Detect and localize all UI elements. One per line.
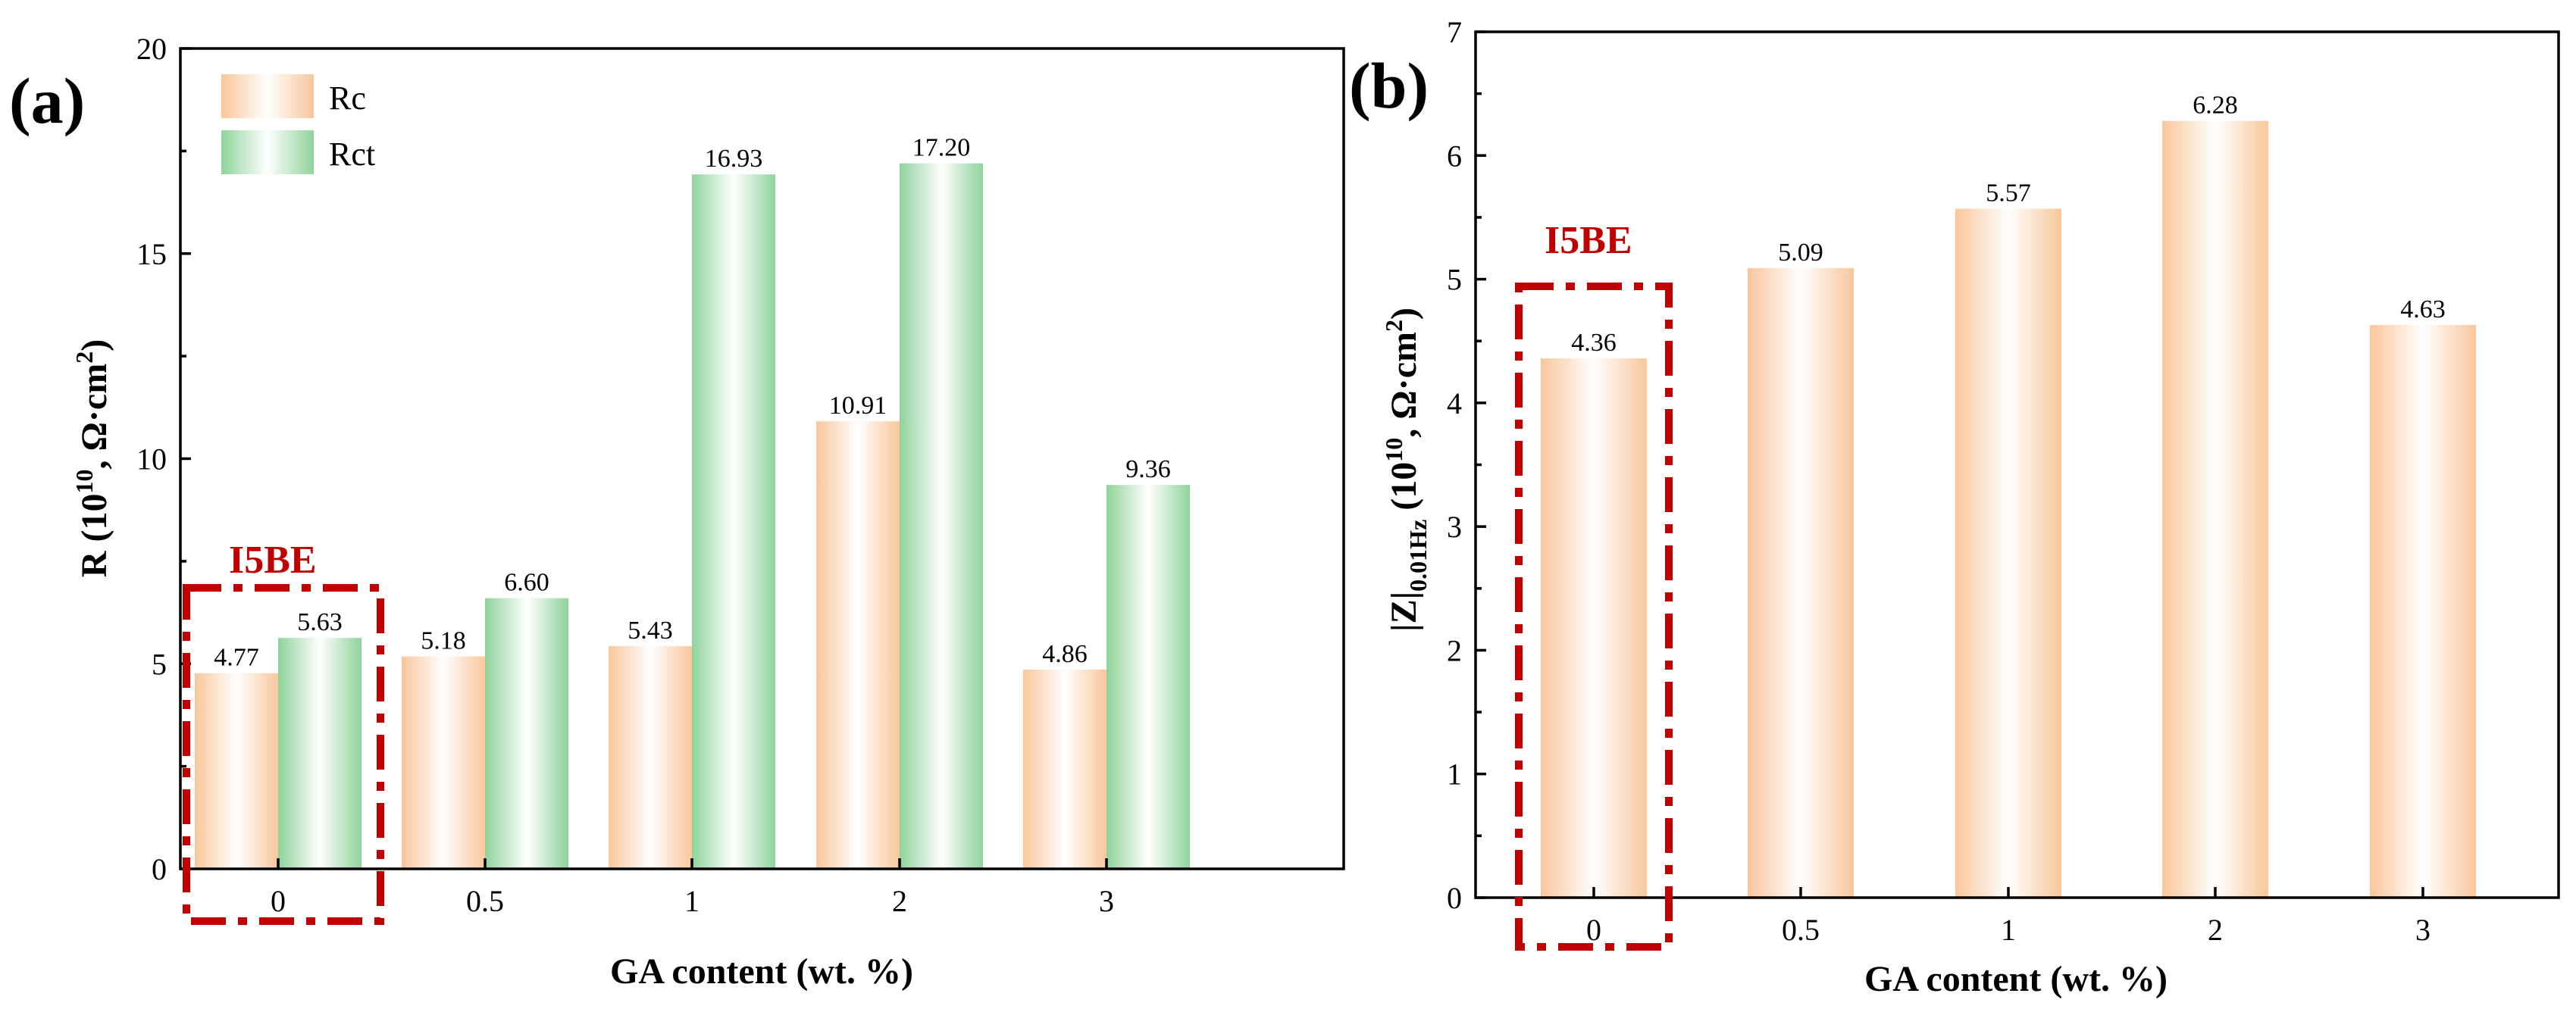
- y-tick-label-5: 5: [1447, 263, 1462, 297]
- panel-a-label: (a): [9, 64, 85, 137]
- bar-rct-2: [692, 174, 775, 870]
- y-tick-label-2: 10: [136, 442, 167, 476]
- panel-b-y-title-sub: 0.01Hz: [1404, 520, 1432, 592]
- y-tick-label-4: 20: [136, 32, 167, 66]
- panel-b-bars: [1541, 120, 2476, 898]
- bar-rc-1: [402, 656, 485, 869]
- panel-a-y-title-sup: 10: [70, 470, 98, 494]
- data-label-value-3: 6.28: [2193, 92, 2238, 120]
- bar-rct-0: [278, 638, 362, 869]
- bar-rc-3: [816, 421, 900, 869]
- x-tick-label-2: 1: [684, 884, 700, 918]
- panel-b-annotation-label: I5BE: [1545, 219, 1632, 262]
- panel-a-y-title-main: R (10: [74, 494, 114, 578]
- bar-value-0: [1541, 358, 1647, 898]
- panel-b-y-title-mid: , Ω·cm: [1384, 332, 1424, 438]
- x-tick-label-2: 1: [2001, 913, 2016, 947]
- panel-a-bars: [195, 163, 1190, 870]
- bar-value-1: [1748, 267, 1854, 898]
- data-label-rct-1: 6.60: [504, 569, 549, 597]
- panel-a-data-labels: 4.77 5.18 5.43 10.91 4.86 5.63 6.60 16.93 17.20 9…: [214, 134, 1171, 672]
- panel-a-annotation-label: I5BE: [229, 539, 317, 582]
- bar-rct-4: [1106, 485, 1190, 869]
- data-label-rct-3: 17.20: [912, 134, 971, 162]
- panel-a-y-ticks: 0 5 10 15 20: [136, 32, 191, 886]
- panel-a-y-title-end: ): [74, 339, 114, 351]
- data-label-rc-2: 5.43: [628, 617, 673, 645]
- bar-rct-1: [485, 598, 568, 869]
- x-tick-label-1: 0.5: [466, 884, 504, 918]
- panel-b-y-ticks: 0 1 2 3 4 5 6 7: [1447, 15, 1486, 915]
- panel-b-y-title-end: ): [1384, 308, 1424, 320]
- panel-b-plot-frame: [1474, 30, 2560, 899]
- panel-a-x-axis-title: GA content (wt. %): [610, 951, 913, 992]
- x-tick-label-0: 0: [271, 884, 286, 918]
- y-tick-label-3: 3: [1447, 510, 1462, 544]
- panel-b-y-title-sup2: 2: [1380, 320, 1407, 332]
- panel-b-annotation-box: [1515, 283, 1673, 951]
- panel-a-legend: Rc Rct: [221, 74, 375, 174]
- bar-value-3: [2162, 120, 2268, 898]
- y-tick-label-0: 0: [1447, 881, 1462, 915]
- bar-rc-0: [195, 673, 278, 869]
- bar-value-4: [2370, 324, 2476, 898]
- data-label-value-1: 5.09: [1778, 239, 1823, 267]
- panel-b-y-title-rest: (10: [1384, 462, 1424, 520]
- y-tick-label-6: 6: [1447, 139, 1462, 173]
- panel-b-y-axis-title: |Z|0.01Hz (1010, Ω·cm2): [1380, 308, 1432, 632]
- x-tick-label-4: 3: [1099, 884, 1114, 918]
- panel-a-y-title-mid: , Ω·cm: [74, 364, 114, 470]
- panel-b-data-labels: 4.36 5.09 5.57 6.28 4.63: [1571, 92, 2446, 358]
- legend-label-rct: Rct: [329, 136, 375, 173]
- panel-b-y-title-main: |Z|: [1384, 592, 1424, 632]
- x-tick-label-3: 2: [892, 884, 907, 918]
- panel-a-annotation-box: [183, 584, 384, 925]
- data-label-rct-0: 5.63: [297, 608, 343, 636]
- legend-swatch-rc: [221, 74, 314, 118]
- y-tick-label-1: 5: [152, 647, 167, 681]
- panel-a-x-ticks: 0 0.5 1 2 3: [271, 858, 1114, 918]
- x-tick-label-3: 2: [2208, 913, 2223, 947]
- bar-rc-2: [609, 645, 692, 869]
- bar-value-2: [1955, 208, 2061, 898]
- data-label-rc-3: 10.91: [829, 392, 887, 420]
- panel-a-plot-frame: [179, 47, 1345, 870]
- x-tick-label-0: 0: [1586, 913, 1601, 947]
- y-tick-label-2: 2: [1447, 633, 1462, 667]
- data-label-rc-1: 5.18: [421, 627, 466, 655]
- data-label-value-0: 4.36: [1571, 329, 1617, 357]
- data-label-rct-4: 9.36: [1125, 455, 1171, 483]
- x-tick-label-4: 3: [2415, 913, 2430, 947]
- legend-swatch-rct: [221, 130, 314, 174]
- data-label-rc-4: 4.86: [1042, 640, 1088, 668]
- panel-b: (b) 4.36 5.09 5.57 6.28 4.63 0 1 2 3 4 5 6 7 0 0.5 1 2…: [1349, 15, 2560, 999]
- bar-rct-3: [900, 163, 983, 869]
- y-tick-label-3: 15: [136, 237, 167, 271]
- panel-b-x-ticks: 0 0.5 1 2 3: [1586, 887, 2430, 947]
- bar-rc-4: [1023, 669, 1106, 869]
- panel-a-y-axis-title: R (1010, Ω·cm2): [70, 339, 114, 577]
- panel-b-x-axis-title: GA content (wt. %): [1864, 959, 2168, 999]
- data-label-rc-0: 4.77: [214, 644, 259, 672]
- y-tick-label-0: 0: [152, 852, 167, 886]
- panel-b-label: (b): [1349, 49, 1429, 122]
- y-tick-label-7: 7: [1447, 15, 1462, 49]
- data-label-value-4: 4.63: [2400, 295, 2446, 323]
- legend-label-rc: Rc: [329, 80, 366, 117]
- panel-a: (a) 4.77 5.18 5.43 10.91 4.86 5.63 6.60 16.93 17…: [9, 32, 1345, 992]
- x-tick-label-1: 0.5: [1782, 913, 1820, 947]
- y-tick-label-4: 4: [1447, 386, 1462, 420]
- panel-a-y-title-sup2: 2: [70, 351, 98, 364]
- panel-b-y-title-sup: 10: [1380, 438, 1407, 462]
- data-label-rct-2: 16.93: [705, 145, 763, 173]
- y-tick-label-1: 1: [1447, 758, 1462, 792]
- data-label-value-2: 5.57: [1986, 179, 2031, 207]
